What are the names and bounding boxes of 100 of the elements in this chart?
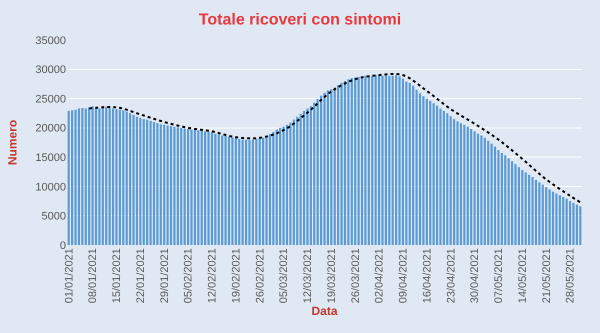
bar (210, 132, 214, 245)
bar (136, 116, 138, 245)
bar (252, 140, 254, 245)
bar (81, 108, 84, 245)
bar (572, 202, 575, 245)
bar (418, 93, 422, 245)
bar (354, 77, 356, 245)
bar (184, 128, 186, 245)
bar (88, 107, 90, 245)
bar (190, 130, 193, 245)
bar (531, 177, 534, 245)
bar (98, 108, 101, 245)
x-tick-label: 30/04/2021 (469, 248, 482, 304)
bar (286, 124, 288, 245)
bar (128, 113, 132, 245)
bar (186, 129, 190, 245)
bar (276, 130, 278, 245)
bar (463, 124, 466, 245)
x-tick-label: 26/03/2021 (350, 248, 362, 304)
bar (316, 99, 319, 245)
bar (555, 193, 558, 245)
bar (268, 134, 272, 245)
x-tick-label: 01/01/2021 (63, 248, 76, 304)
bar (313, 102, 316, 245)
bar (381, 76, 384, 245)
bar (395, 75, 398, 245)
bar (408, 82, 411, 245)
bar (68, 110, 70, 245)
bar (538, 182, 540, 245)
bar (374, 75, 377, 245)
bar (426, 98, 428, 245)
y-tick-label: 35000 (35, 34, 66, 47)
x-tick-label: 28/05/2021 (564, 248, 577, 304)
bar (78, 108, 80, 245)
bar (330, 89, 332, 245)
bar (521, 170, 524, 245)
bar (234, 138, 237, 245)
bar (102, 107, 104, 245)
bar (446, 113, 448, 245)
bar (139, 118, 142, 245)
bar (487, 140, 490, 245)
bar (480, 135, 482, 245)
x-tick-label: 08/01/2021 (87, 248, 100, 304)
bar (368, 76, 370, 245)
bar (238, 138, 240, 245)
bar (242, 140, 244, 245)
bar (326, 90, 330, 245)
bar (576, 204, 578, 245)
bar (337, 85, 340, 245)
bar (146, 120, 148, 245)
bar (272, 132, 274, 245)
bar (115, 109, 118, 245)
bar (422, 96, 425, 245)
x-axis-title: Data (311, 304, 338, 318)
bar (105, 106, 108, 245)
bar (384, 76, 387, 245)
bar (152, 122, 156, 245)
bar (91, 106, 94, 245)
bar (412, 86, 414, 245)
bar (436, 106, 438, 245)
bar (497, 150, 500, 245)
y-tick-label: 30000 (35, 64, 66, 76)
bar (289, 122, 292, 245)
bar (456, 121, 459, 245)
bar (415, 90, 418, 245)
bar (149, 120, 152, 245)
x-tick-label: 07/05/2021 (493, 248, 506, 304)
x-tick-label: 15/01/2021 (111, 248, 124, 304)
bar (74, 110, 77, 245)
bar (429, 100, 432, 245)
y-axis-title: Numero (6, 120, 20, 166)
bar (84, 108, 87, 245)
bar (473, 131, 476, 245)
bar (176, 127, 179, 245)
bar (279, 128, 282, 245)
x-tick-label: 23/04/2021 (445, 248, 458, 304)
bar (371, 76, 374, 245)
x-tick-label: 19/03/2021 (326, 248, 338, 304)
bar (231, 137, 234, 245)
bar (71, 110, 74, 245)
x-tick-label: 19/02/2021 (230, 248, 242, 304)
bar (494, 146, 496, 245)
y-tick-label: 10000 (35, 181, 66, 194)
bar (173, 126, 176, 245)
y-tick-label: 15000 (35, 152, 66, 164)
bar (180, 128, 182, 245)
bar (398, 76, 401, 245)
bar (566, 198, 568, 245)
x-tick-label: 05/03/2021 (278, 248, 290, 304)
bar (432, 103, 435, 245)
bar (466, 126, 469, 245)
x-tick-label: 02/04/2021 (374, 248, 386, 304)
bar (476, 134, 480, 245)
bar (579, 206, 582, 245)
y-tick-label: 20000 (35, 122, 66, 135)
bar (500, 153, 503, 245)
bar (166, 126, 169, 245)
bar (470, 129, 472, 245)
bar (378, 75, 380, 245)
bar (132, 114, 135, 245)
